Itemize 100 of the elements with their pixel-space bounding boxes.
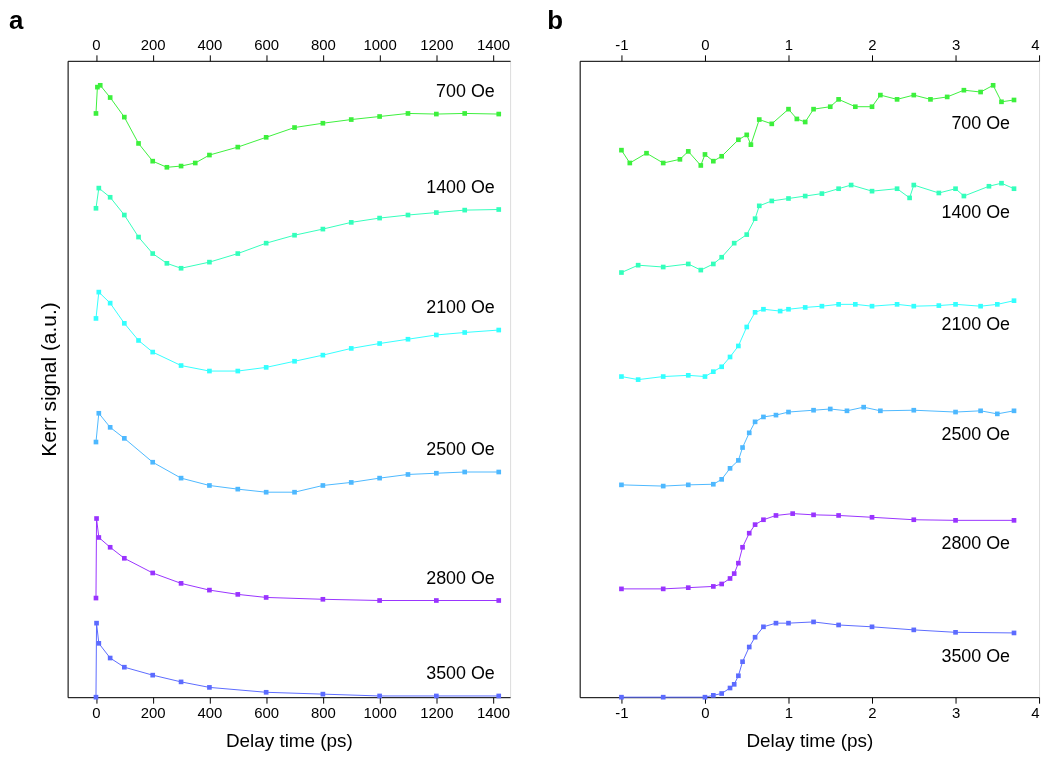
point <box>1011 518 1017 523</box>
point <box>619 270 624 275</box>
x2-tick-label: 400 <box>197 37 223 54</box>
point <box>746 530 752 536</box>
point <box>852 104 858 110</box>
point <box>685 585 691 590</box>
point <box>719 691 725 696</box>
point <box>736 343 741 349</box>
point <box>405 111 411 116</box>
point <box>93 205 99 211</box>
point <box>878 408 883 414</box>
point <box>869 514 875 520</box>
point <box>677 157 683 162</box>
point <box>769 198 775 204</box>
series-label: 1400 Oe <box>426 176 495 197</box>
point <box>752 216 758 222</box>
point <box>93 694 99 700</box>
point <box>953 302 958 307</box>
point <box>990 82 996 88</box>
x-axis-title: Delay time (ps) <box>746 730 874 752</box>
x-tick-label: 800 <box>310 704 336 721</box>
point <box>320 120 326 126</box>
point <box>207 483 212 488</box>
point <box>852 302 858 307</box>
point <box>894 97 900 102</box>
point <box>911 627 917 633</box>
x-tick-label: 1 <box>784 704 794 721</box>
x-tick-label: -1 <box>615 704 629 721</box>
point <box>122 664 127 670</box>
point <box>150 672 156 678</box>
point <box>178 265 184 271</box>
x-tick-label: 400 <box>197 704 223 721</box>
point <box>790 511 795 516</box>
point <box>94 516 99 521</box>
point <box>96 185 102 191</box>
point <box>150 459 156 465</box>
point <box>619 694 624 700</box>
point <box>702 694 708 700</box>
x-tick-label: 3 <box>951 704 961 721</box>
point <box>150 349 156 355</box>
point <box>719 153 725 159</box>
point <box>685 261 691 267</box>
point <box>869 303 875 309</box>
point <box>434 470 439 476</box>
point <box>869 624 875 630</box>
point <box>986 183 992 189</box>
point <box>96 289 102 295</box>
x-tick-label: 1000 <box>363 704 397 721</box>
point <box>802 119 808 125</box>
point <box>756 203 762 209</box>
x2-tick-label: 0 <box>92 37 101 54</box>
x-tick-label: 0 <box>701 704 710 721</box>
x2-tick-label: 1 <box>784 37 794 54</box>
point <box>96 535 102 540</box>
point <box>320 596 326 602</box>
point <box>710 693 716 698</box>
point <box>377 598 382 603</box>
point <box>752 309 758 315</box>
point <box>756 117 762 122</box>
point <box>150 570 156 576</box>
point <box>994 302 1000 307</box>
point <box>235 592 241 597</box>
point <box>710 584 716 589</box>
point <box>263 689 269 695</box>
point <box>164 261 170 266</box>
point <box>911 182 917 188</box>
point <box>836 302 841 307</box>
point <box>736 458 741 463</box>
point <box>731 240 737 246</box>
point <box>961 87 967 93</box>
point <box>836 513 841 518</box>
point <box>953 409 958 415</box>
point <box>999 180 1004 186</box>
point <box>827 406 833 412</box>
point <box>434 111 439 117</box>
point <box>928 97 933 102</box>
point <box>107 544 113 550</box>
point <box>719 254 725 260</box>
point <box>207 685 212 690</box>
point <box>377 114 382 119</box>
point <box>731 571 737 576</box>
point <box>178 363 184 368</box>
point <box>953 186 958 192</box>
point <box>744 324 750 330</box>
point <box>462 111 468 116</box>
point <box>978 303 983 309</box>
point <box>635 377 641 382</box>
point <box>761 306 766 312</box>
point <box>710 158 716 164</box>
point <box>878 92 883 98</box>
point <box>320 483 326 488</box>
point <box>263 489 269 495</box>
point <box>207 259 212 265</box>
x-tick-label: 4 <box>1031 704 1040 721</box>
series-label: 3500 Oe <box>941 645 1011 666</box>
point <box>660 586 666 592</box>
x2-tick-label: 1200 <box>420 37 454 54</box>
point <box>748 142 754 147</box>
x2-tick-label: 2 <box>868 37 877 54</box>
point <box>907 195 912 201</box>
